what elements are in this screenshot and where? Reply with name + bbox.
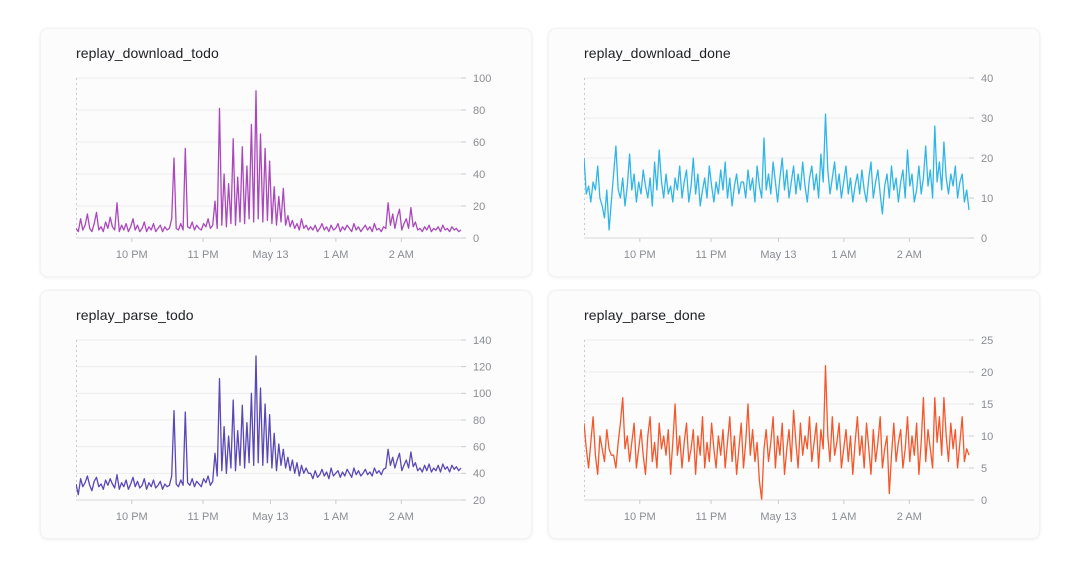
y-tick-label: 25 (981, 335, 993, 347)
chart-card-replay-parse-todo: replay_parse_todo 20 40 60 80 100 120 140 10 PM… (40, 290, 532, 539)
x-tick-label: 1 AM (831, 511, 856, 523)
y-tick-label: 15 (981, 399, 993, 411)
x-tick-label: 10 PM (624, 249, 656, 261)
chart-card-replay-download-done: replay_download_done 0 10 20 30 40 10 PM 11 PM… (548, 28, 1040, 277)
line-chart-replay-download-todo[interactable]: 0 20 40 60 80 100 10 PM 11 PM May 13 1 AM 2 AM (75, 70, 531, 273)
y-tick-label: 100 (473, 388, 491, 400)
x-tick-label: 2 AM (897, 249, 922, 261)
y-tick-label: 0 (981, 233, 987, 245)
x-tick-label: May 13 (252, 249, 288, 261)
series-line (583, 113, 970, 231)
x-tick-label: 11 PM (188, 249, 219, 261)
series-line (75, 90, 462, 233)
y-tick-label: 60 (473, 137, 485, 149)
x-tick-label: 2 AM (389, 249, 414, 261)
chart-title-replay-download-todo: replay_download_todo (76, 45, 219, 61)
chart-title-replay-parse-todo: replay_parse_todo (76, 307, 194, 323)
y-tick-label: 40 (473, 169, 485, 181)
x-tick-label: 11 PM (696, 511, 727, 523)
y-tick-label: 20 (981, 367, 993, 379)
series-line (75, 355, 462, 496)
y-tick-label: 0 (473, 233, 479, 245)
x-tick-label: 11 PM (696, 249, 727, 261)
x-tick-label: 1 AM (323, 249, 348, 261)
y-tick-label: 30 (981, 113, 993, 125)
y-tick-label: 60 (473, 442, 485, 454)
x-tick-label: 2 AM (897, 511, 922, 523)
y-tick-label: 0 (981, 495, 987, 507)
x-tick-label: 10 PM (116, 511, 148, 523)
x-tick-label: 10 PM (624, 511, 656, 523)
line-chart-replay-download-done[interactable]: 0 10 20 30 40 10 PM 11 PM May 13 1 AM 2 AM (583, 70, 1039, 273)
y-tick-label: 40 (473, 468, 485, 480)
x-tick-label: 1 AM (323, 511, 348, 523)
x-tick-label: May 13 (760, 249, 796, 261)
y-tick-label: 10 (981, 193, 993, 205)
x-tick-label: 2 AM (389, 511, 414, 523)
x-tick-label: 1 AM (831, 249, 856, 261)
chart-title-replay-parse-done: replay_parse_done (584, 307, 706, 323)
chart-title-replay-download-done: replay_download_done (584, 45, 731, 61)
x-tick-label: May 13 (252, 511, 288, 523)
y-tick-label: 80 (473, 105, 485, 117)
chart-card-replay-parse-done: replay_parse_done 0 5 10 15 20 25 10 PM 11 PM Ma… (548, 290, 1040, 539)
line-chart-replay-parse-done[interactable]: 0 5 10 15 20 25 10 PM 11 PM May 13 1 AM 2 AM (583, 332, 1039, 535)
y-tick-label: 5 (981, 463, 987, 475)
y-tick-label: 80 (473, 415, 485, 427)
y-tick-label: 140 (473, 335, 491, 347)
series-line (583, 364, 970, 501)
x-tick-label: 11 PM (188, 511, 219, 523)
y-tick-label: 20 (981, 153, 993, 165)
y-tick-label: 20 (473, 201, 485, 213)
y-tick-label: 100 (473, 73, 491, 85)
x-tick-label: May 13 (760, 511, 796, 523)
x-tick-label: 10 PM (116, 249, 148, 261)
y-tick-label: 20 (473, 495, 485, 507)
y-tick-label: 120 (473, 362, 491, 374)
line-chart-replay-parse-todo[interactable]: 20 40 60 80 100 120 140 10 PM 11 PM May 13 1 AM 2 A… (75, 332, 531, 535)
y-tick-label: 40 (981, 73, 993, 85)
y-tick-label: 10 (981, 431, 993, 443)
chart-card-replay-download-todo: replay_download_todo 0 20 40 60 80 100 10 PM 11… (40, 28, 532, 277)
